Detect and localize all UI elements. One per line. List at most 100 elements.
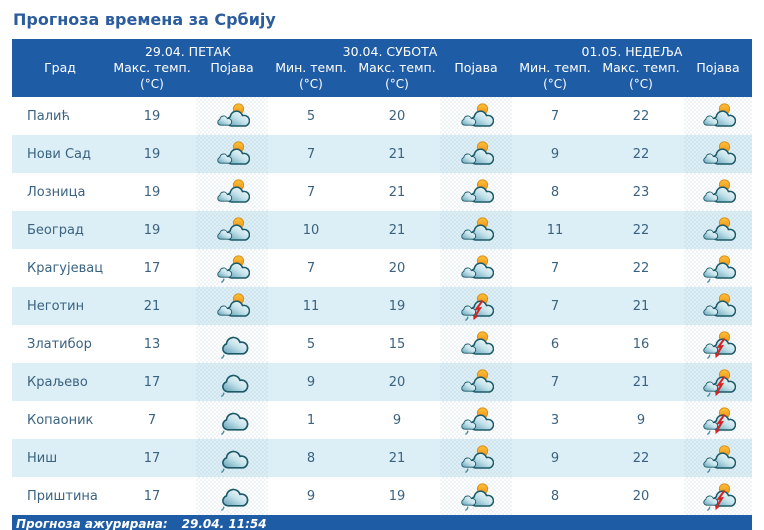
partly-cloudy-icon <box>461 141 494 165</box>
table-row: Неготин 21 11 19 7 21 <box>12 287 752 325</box>
phenomenon-sunday-cell <box>684 287 752 325</box>
thunderstorm-icon <box>703 483 736 511</box>
table-row: Београд 19 10 21 11 22 <box>12 211 752 249</box>
page-title: Прогноза времена за Србију <box>13 10 276 29</box>
phenomenon-saturday-cell <box>440 401 512 439</box>
column-header-phenomenon-sat: Појава <box>440 59 512 97</box>
column-header-row: Град Макс. темп. (°C) Појава Мин. темп. (°… <box>12 59 752 97</box>
partly-cloudy-drizzle-icon <box>461 407 494 435</box>
table-row: Приштина 17 9 19 8 20 <box>12 477 752 515</box>
day-header-sunday: 01.05. НЕДЕЉА <box>512 39 752 59</box>
max-temp-friday-cell: 17 <box>143 450 161 466</box>
thunderstorm-icon <box>703 407 736 435</box>
city-cell: Нови Сад <box>27 146 92 162</box>
phenomenon-saturday-cell <box>440 439 512 477</box>
max-temp-friday-cell: 19 <box>143 108 161 124</box>
thunderstorm-icon <box>461 293 494 321</box>
min-temp-sunday-cell: 7 <box>550 298 560 314</box>
phenomenon-friday-cell <box>196 249 268 287</box>
table-row: Крагујевац 17 7 20 7 22 <box>12 249 752 287</box>
max-temp-friday-cell: 7 <box>147 412 157 428</box>
column-header-phenomenon-sun: Појава <box>684 59 752 97</box>
phenomenon-sunday-cell <box>684 401 752 439</box>
column-header-phenomenon-fri: Појава <box>196 59 268 97</box>
partly-cloudy-icon <box>461 369 494 393</box>
min-temp-sunday-cell: 9 <box>550 450 560 466</box>
phenomenon-sunday-cell <box>684 249 752 287</box>
table-row: Копаоник 7 1 9 3 9 <box>12 401 752 439</box>
max-temp-friday-cell: 21 <box>143 298 161 314</box>
partly-cloudy-icon <box>217 217 250 241</box>
column-header-max-temp-sat: Макс. темп. (°C) <box>354 59 440 97</box>
column-header-min-temp-sun: Мин. темп. (°C) <box>512 59 598 97</box>
table-row: Ниш 17 8 21 9 22 <box>12 439 752 477</box>
phenomenon-saturday-cell <box>440 135 512 173</box>
partly-cloudy-icon <box>703 179 736 203</box>
max-temp-friday-cell: 17 <box>143 260 161 276</box>
max-temp-sunday-cell: 22 <box>632 260 650 276</box>
phenomenon-friday-cell <box>196 401 268 439</box>
max-temp-friday-cell: 19 <box>143 222 161 238</box>
phenomenon-friday-cell <box>196 439 268 477</box>
forecast-updated-bar: Прогноза ажурирана: 29.04. 11:54 <box>12 515 752 530</box>
min-temp-saturday-cell: 11 <box>302 298 320 314</box>
day-header-saturday: 30.04. СУБОТА <box>268 39 512 59</box>
max-temp-saturday-cell: 20 <box>388 260 406 276</box>
min-temp-sunday-cell: 8 <box>550 184 560 200</box>
partly-cloudy-drizzle-icon <box>461 483 494 511</box>
cloudy-drizzle-icon <box>221 412 249 435</box>
cloudy-drizzle-icon <box>221 374 249 397</box>
max-temp-saturday-cell: 19 <box>388 488 406 504</box>
city-cell: Златибор <box>27 336 92 352</box>
partly-cloudy-drizzle-icon <box>461 445 494 473</box>
max-temp-sunday-cell: 22 <box>632 108 650 124</box>
max-temp-saturday-cell: 20 <box>388 374 406 390</box>
min-temp-sunday-cell: 7 <box>550 374 560 390</box>
table-row: Нови Сад 19 7 21 9 22 <box>12 135 752 173</box>
table-row: Палић 19 5 20 7 22 <box>12 97 752 135</box>
column-header-min-temp-sat: Мин. темп. (°C) <box>268 59 354 97</box>
phenomenon-friday-cell <box>196 97 268 135</box>
phenomenon-saturday-cell <box>440 287 512 325</box>
partly-cloudy-icon <box>217 103 250 127</box>
min-temp-saturday-cell: 5 <box>306 336 316 352</box>
cloudy-drizzle-icon <box>221 336 249 359</box>
min-temp-saturday-cell: 1 <box>306 412 316 428</box>
min-temp-sunday-cell: 7 <box>550 108 560 124</box>
phenomenon-sunday-cell <box>684 135 752 173</box>
day-header-friday: 29.04. ПЕТАК <box>108 39 268 59</box>
max-temp-sunday-cell: 22 <box>632 450 650 466</box>
phenomenon-saturday-cell <box>440 97 512 135</box>
city-cell: Неготин <box>27 298 85 314</box>
min-temp-sunday-cell: 6 <box>550 336 560 352</box>
min-temp-saturday-cell: 9 <box>306 488 316 504</box>
partly-cloudy-drizzle-icon <box>703 255 736 283</box>
phenomenon-saturday-cell <box>440 325 512 363</box>
thunderstorm-icon <box>703 369 736 397</box>
min-temp-sunday-cell: 3 <box>550 412 560 428</box>
day-header-row: 29.04. ПЕТАК 30.04. СУБОТА 01.05. НЕДЕЉА <box>12 39 752 59</box>
partly-cloudy-icon <box>703 293 736 317</box>
min-temp-sunday-cell: 9 <box>550 146 560 162</box>
phenomenon-saturday-cell <box>440 249 512 287</box>
max-temp-saturday-cell: 21 <box>388 184 406 200</box>
partly-cloudy-drizzle-icon <box>703 445 736 473</box>
max-temp-sunday-cell: 16 <box>632 336 650 352</box>
cloudy-drizzle-icon <box>221 488 249 511</box>
max-temp-saturday-cell: 9 <box>392 412 402 428</box>
phenomenon-friday-cell <box>196 211 268 249</box>
phenomenon-friday-cell <box>196 287 268 325</box>
phenomenon-sunday-cell <box>684 173 752 211</box>
partly-cloudy-icon <box>703 141 736 165</box>
phenomenon-saturday-cell <box>440 173 512 211</box>
min-temp-saturday-cell: 7 <box>306 184 316 200</box>
max-temp-saturday-cell: 20 <box>388 108 406 124</box>
phenomenon-sunday-cell <box>684 439 752 477</box>
partly-cloudy-icon <box>461 103 494 127</box>
max-temp-saturday-cell: 21 <box>388 450 406 466</box>
thunderstorm-icon <box>703 331 736 359</box>
city-cell: Београд <box>27 222 84 238</box>
phenomenon-sunday-cell <box>684 477 752 515</box>
updated-value: 29.04. 11:54 <box>181 517 267 530</box>
